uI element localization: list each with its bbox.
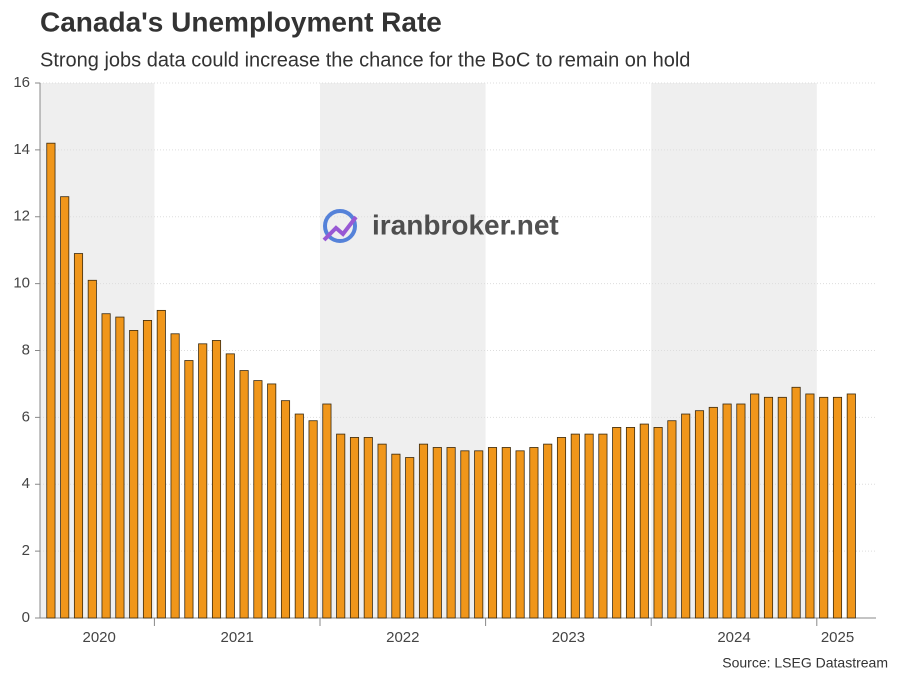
bar <box>308 420 318 619</box>
chart-title: Canada's Unemployment Rate <box>40 6 442 37</box>
year-band <box>651 83 817 618</box>
bar <box>515 450 525 619</box>
bar <box>418 443 429 619</box>
y-tick-label: 2 <box>22 542 30 559</box>
bar <box>101 313 111 619</box>
bar <box>156 309 166 619</box>
bar <box>584 433 594 619</box>
bar <box>225 353 235 619</box>
bar <box>625 427 636 619</box>
bar <box>280 400 291 619</box>
x-tick-label: 2023 <box>552 629 585 646</box>
bar <box>708 406 718 619</box>
bar <box>60 196 70 619</box>
bar <box>791 386 801 619</box>
bar <box>377 443 387 619</box>
watermark-logo <box>322 209 358 243</box>
bar <box>460 450 470 619</box>
bar <box>198 343 208 619</box>
y-tick-label: 14 <box>13 141 30 158</box>
bar <box>211 340 222 619</box>
bar <box>667 420 677 619</box>
bar <box>239 370 249 619</box>
bar <box>349 437 360 619</box>
y-tick-label: 6 <box>22 408 30 425</box>
watermark-icon <box>322 215 358 242</box>
y-tick-label: 0 <box>22 609 30 626</box>
bar <box>46 142 56 619</box>
x-tick-label: 2022 <box>386 629 419 646</box>
bar <box>736 403 746 619</box>
watermark-icon <box>323 209 357 243</box>
bar <box>501 447 511 619</box>
bar <box>267 383 277 619</box>
bar <box>391 453 401 619</box>
bar <box>612 427 622 619</box>
bar <box>639 423 649 619</box>
bar <box>598 433 608 619</box>
bar <box>253 380 263 619</box>
y-tick-label: 12 <box>13 208 30 225</box>
bar <box>681 413 691 619</box>
x-tick-label: 2020 <box>83 629 116 646</box>
bar <box>294 413 304 619</box>
bar <box>722 403 732 619</box>
bar <box>750 393 760 619</box>
bar <box>819 396 829 619</box>
bar <box>73 253 84 619</box>
bar <box>805 393 815 619</box>
bar <box>405 457 415 619</box>
bar <box>543 443 553 619</box>
y-tick-label: 10 <box>13 275 30 292</box>
bar <box>653 427 663 619</box>
y-tick-label: 8 <box>22 341 30 358</box>
bar <box>170 333 180 619</box>
chart-subtitle: Strong jobs data could increase the chan… <box>40 49 690 71</box>
year-band <box>320 83 486 618</box>
bar <box>87 279 97 619</box>
x-tick-label: 2024 <box>717 629 750 646</box>
bar <box>432 447 442 619</box>
bar <box>832 396 843 619</box>
y-tick-label: 16 <box>13 74 30 91</box>
source-note: Source: LSEG Datastream <box>722 655 888 671</box>
bar <box>529 447 539 619</box>
bar <box>142 320 153 619</box>
watermark: iranbroker.net <box>372 209 559 240</box>
bar <box>184 360 194 619</box>
bar <box>446 447 456 619</box>
bar <box>556 437 567 619</box>
bar <box>363 437 373 619</box>
bar <box>474 450 484 619</box>
x-tick-label: 2025 <box>821 629 854 646</box>
x-tick-label: 2021 <box>221 629 254 646</box>
bar <box>336 433 346 619</box>
bar <box>487 447 498 619</box>
bar <box>129 330 139 619</box>
y-tick-label: 4 <box>22 475 30 492</box>
bar <box>777 396 787 619</box>
bar <box>115 316 125 619</box>
bar <box>694 410 705 619</box>
bar <box>570 433 580 619</box>
bar <box>846 393 856 619</box>
bar <box>322 403 332 619</box>
bar <box>763 396 774 619</box>
